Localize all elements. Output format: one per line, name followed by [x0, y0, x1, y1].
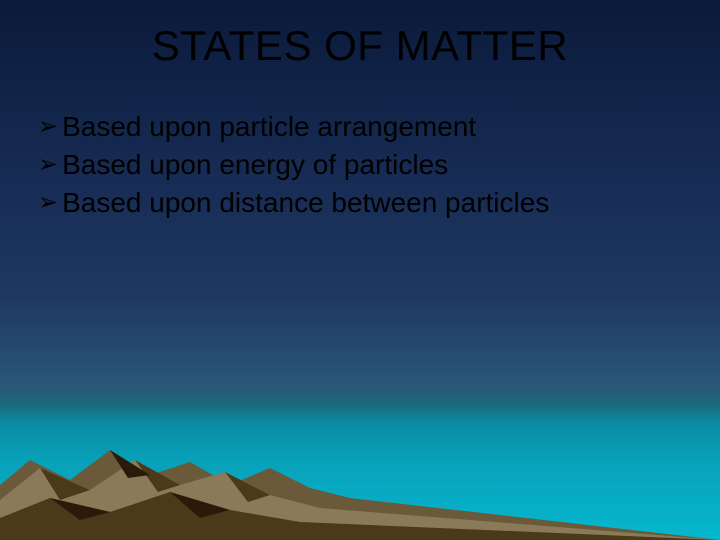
bullet-icon: ➢ [38, 187, 58, 219]
page-title: STATES OF MATTER [0, 22, 720, 70]
bullet-text: Based upon particle arrangement [62, 108, 476, 146]
slide: STATES OF MATTER ➢ Based upon particle a… [0, 0, 720, 540]
bullet-icon: ➢ [38, 149, 58, 181]
list-item: ➢ Based upon energy of particles [38, 146, 680, 184]
mountains-graphic [0, 390, 720, 540]
list-item: ➢ Based upon particle arrangement [38, 108, 680, 146]
bullet-text: Based upon distance between particles [62, 184, 549, 222]
bullet-text: Based upon energy of particles [62, 146, 448, 184]
bullet-icon: ➢ [38, 111, 58, 143]
list-item: ➢ Based upon distance between particles [38, 184, 680, 222]
bullet-list: ➢ Based upon particle arrangement ➢ Base… [38, 108, 680, 221]
